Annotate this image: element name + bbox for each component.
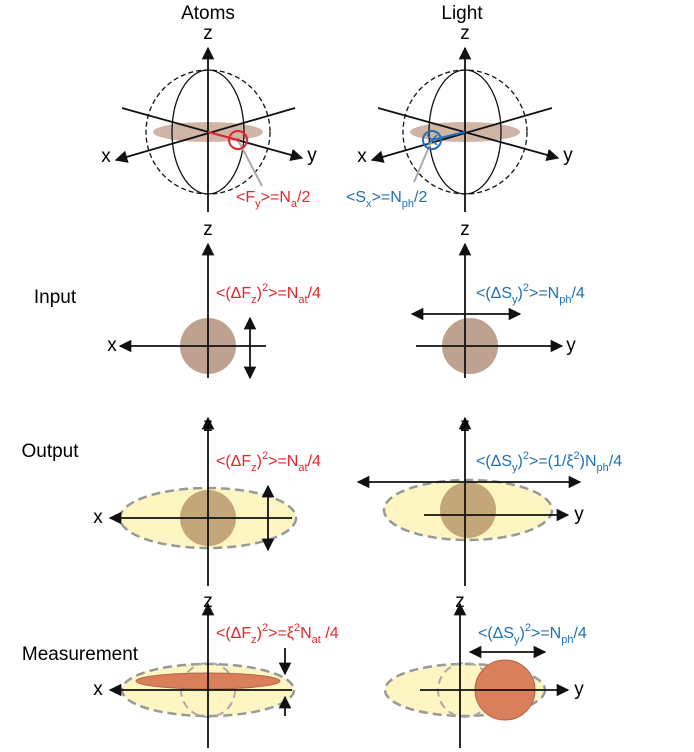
- atoms-sphere: [114, 46, 304, 212]
- axis-label: z: [203, 591, 213, 612]
- formula: <(ΔFz)2>=Nat/4: [216, 450, 321, 474]
- axis-label: x: [101, 146, 111, 167]
- measurement-light: [383, 602, 570, 748]
- axis-label: x: [93, 507, 103, 528]
- output-atoms: [108, 416, 298, 586]
- formula: <(ΔFz)2>=Nat/4: [216, 282, 321, 306]
- formula: <(ΔFz)2>=ξ2Nat /4: [216, 622, 339, 646]
- axis-label: z: [460, 23, 470, 44]
- input-atoms: [118, 242, 266, 380]
- formula: <Fy>=Na/2: [236, 189, 310, 210]
- axis-label: z: [203, 219, 213, 240]
- axis-label: y: [307, 145, 317, 166]
- input-light: [410, 242, 564, 378]
- axis-label: z: [460, 219, 470, 240]
- axis-label: y: [574, 504, 584, 525]
- formula: <Sx>=Nph/2: [346, 189, 427, 210]
- axis-label: y: [574, 679, 584, 700]
- axis-label: x: [93, 679, 103, 700]
- formula: <(ΔSy)2>=(1/ξ2)Nph/4: [476, 450, 622, 474]
- axis-label: y: [563, 145, 573, 166]
- axis-label: z: [460, 415, 470, 436]
- title-light: Light: [441, 3, 483, 24]
- axis-label: x: [107, 335, 117, 356]
- title-atoms: Atoms: [181, 3, 235, 24]
- axis-label: z: [455, 591, 465, 612]
- axis-label: x: [357, 146, 367, 167]
- row-label: Input: [34, 287, 77, 308]
- formula: <(ΔSy)2>=Nph/4: [478, 622, 587, 646]
- output-light: [356, 416, 582, 586]
- measurement-atoms: [108, 602, 296, 748]
- axis-label: z: [203, 415, 213, 436]
- row-label: Measurement: [22, 644, 139, 665]
- axis-label: y: [566, 335, 576, 356]
- light-sphere: [370, 46, 560, 212]
- formula: <(ΔSy)2>=Nph/4: [476, 282, 585, 306]
- row-label: Output: [21, 441, 79, 462]
- axis-label: z: [203, 23, 213, 44]
